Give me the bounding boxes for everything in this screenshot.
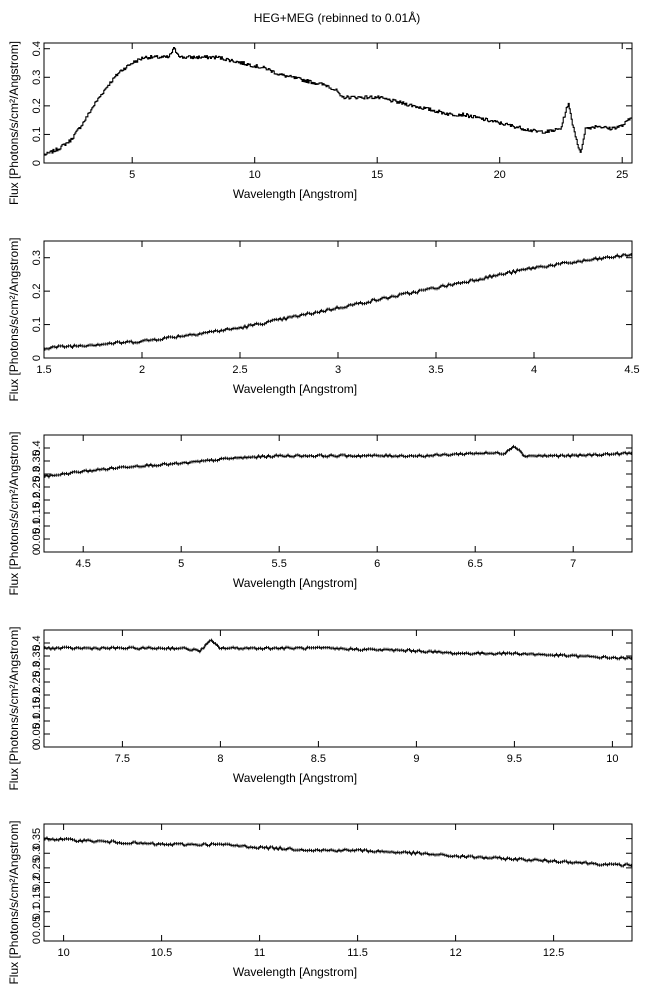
y-tick-label: 0.4 (31, 440, 43, 455)
plot-frame (43, 434, 633, 553)
x-tick-label: 6 (374, 558, 380, 570)
x-tick-label: 7 (570, 558, 576, 570)
x-tick-label: 1.5 (36, 364, 51, 376)
y-tick-label: 0.1 (31, 713, 43, 728)
y-tick-label: 0.1 (31, 518, 43, 533)
y-tick-label: 0.15 (31, 697, 43, 718)
x-tick-label: 10.5 (151, 947, 172, 959)
y-tick-label: 0.2 (31, 283, 43, 298)
plot-frame (43, 42, 633, 164)
y-tick-label: 0.3 (31, 250, 43, 265)
y-tick-label: 0.25 (31, 857, 43, 878)
x-tick-label: 9.5 (507, 753, 522, 765)
y-tick-label: 0.15 (31, 502, 43, 523)
x-tick-label: 4.5 (624, 364, 639, 376)
panel-3: 4.5 5 5.5 6 6.5 7 00.050.10.150.20.250.30.350.… (7, 431, 633, 596)
y-tick-label: 0.3 (31, 846, 43, 861)
x-tick-label: 3 (335, 364, 341, 376)
x-tick-label: 15 (371, 169, 383, 181)
x-tick-label: 10 (57, 947, 69, 959)
x-axis-title: Wavelength [Angstrom] (233, 187, 357, 201)
x-tick-label: 25 (616, 169, 628, 181)
y-tick-label: 0.25 (31, 476, 43, 497)
y-tick-label: 0.05 (31, 528, 43, 549)
panel-1: 5 10 15 20 25 0 0.1 0.2 0.3 0.4 Wavelength [Angstr… (7, 41, 633, 205)
x-tick-label: 3.5 (428, 364, 443, 376)
x-tick-label: 4 (531, 364, 537, 376)
y-tick-label: 0.3 (31, 661, 43, 676)
x-tick-label: 9 (413, 753, 419, 765)
x-tick-label: 5.5 (272, 558, 287, 570)
y-axis-title: Flux [Photons/s/cm²/Angstrom] (7, 820, 21, 984)
figure-title: HEG+MEG (rebinned to 0.01Å) (254, 10, 420, 25)
y-tick-label: 0.05 (31, 723, 43, 744)
spectrum-trace (44, 638, 632, 661)
x-tick-label: 7.5 (115, 753, 130, 765)
spectrum-trace (44, 47, 632, 156)
spectrum-trace (44, 253, 632, 351)
y-axis-title: Flux [Photons/s/cm²/Angstrom] (7, 626, 21, 790)
x-tick-label: 20 (494, 169, 506, 181)
y-tick-label: 0.25 (31, 671, 43, 692)
y-tick-label: 0.1 (31, 127, 43, 142)
panel-4: 7.5 8 8.5 9 9.5 10 00.050.10.150.20.250.30.350… (7, 626, 633, 791)
x-tick-label: 12 (449, 947, 461, 959)
y-tick-label: 0.1 (31, 317, 43, 332)
y-axis-title: Flux [Photons/s/cm²/Angstrom] (7, 237, 21, 401)
y-tick-label: 0 (31, 549, 43, 555)
y-tick-label: 0.1 (31, 904, 43, 919)
x-axis-title: Wavelength [Angstrom] (233, 382, 357, 396)
spectrum-trace (44, 444, 632, 479)
y-tick-label: 0 (31, 744, 43, 750)
x-tick-label: 8.5 (311, 753, 326, 765)
x-tick-label: 4.5 (76, 558, 91, 570)
x-tick-label: 6.5 (468, 558, 483, 570)
x-axis-title: Wavelength [Angstrom] (233, 576, 357, 590)
y-tick-label: 0.2 (31, 875, 43, 890)
x-tick-label: 11 (254, 947, 265, 959)
y-tick-label: 0.2 (31, 687, 43, 702)
x-tick-label: 2 (139, 364, 145, 376)
x-axis-title: Wavelength [Angstrom] (233, 771, 357, 785)
y-tick-label: 0 (31, 355, 43, 361)
x-tick-label: 10 (249, 169, 261, 181)
y-axis-title: Flux [Photons/s/cm²/Angstrom] (7, 41, 21, 205)
y-tick-label: 0.35 (31, 828, 43, 849)
x-tick-label: 10 (606, 753, 618, 765)
plot-frame (43, 629, 633, 748)
y-tick-label: 0.15 (31, 886, 43, 907)
y-tick-label: 0.35 (31, 645, 43, 666)
panel-5: 10 10.5 11 11.5 12 12.500.050.10.150.20.250.3… (7, 820, 633, 985)
y-tick-label: 0.4 (31, 635, 43, 650)
x-axis-title: Wavelength [Angstrom] (233, 965, 357, 979)
y-axis-title: Flux [Photons/s/cm²/Angstrom] (7, 431, 21, 595)
x-tick-label: 12.5 (543, 947, 564, 959)
y-tick-label: 0.2 (31, 98, 43, 113)
x-tick-label: 5 (129, 169, 135, 181)
y-tick-label: 0.35 (31, 450, 43, 471)
x-tick-label: 2.5 (232, 364, 247, 376)
x-tick-label: 8 (217, 753, 223, 765)
y-tick-label: 0.3 (31, 466, 43, 481)
y-tick-label: 0.05 (31, 916, 43, 937)
x-tick-label: 11.5 (347, 947, 368, 959)
y-tick-label: 0.2 (31, 492, 43, 507)
y-tick-label: 0.4 (31, 41, 43, 56)
x-tick-label: 5 (178, 558, 184, 570)
y-tick-label: 0.3 (31, 70, 43, 85)
y-tick-label: 0 (31, 938, 43, 944)
panel-2: 1.5 2 2.5 3 3.5 4 4.5 0 0.1 0.2 0.3 Wavelength [Ang… (7, 237, 640, 401)
y-tick-label: 0 (31, 160, 43, 166)
